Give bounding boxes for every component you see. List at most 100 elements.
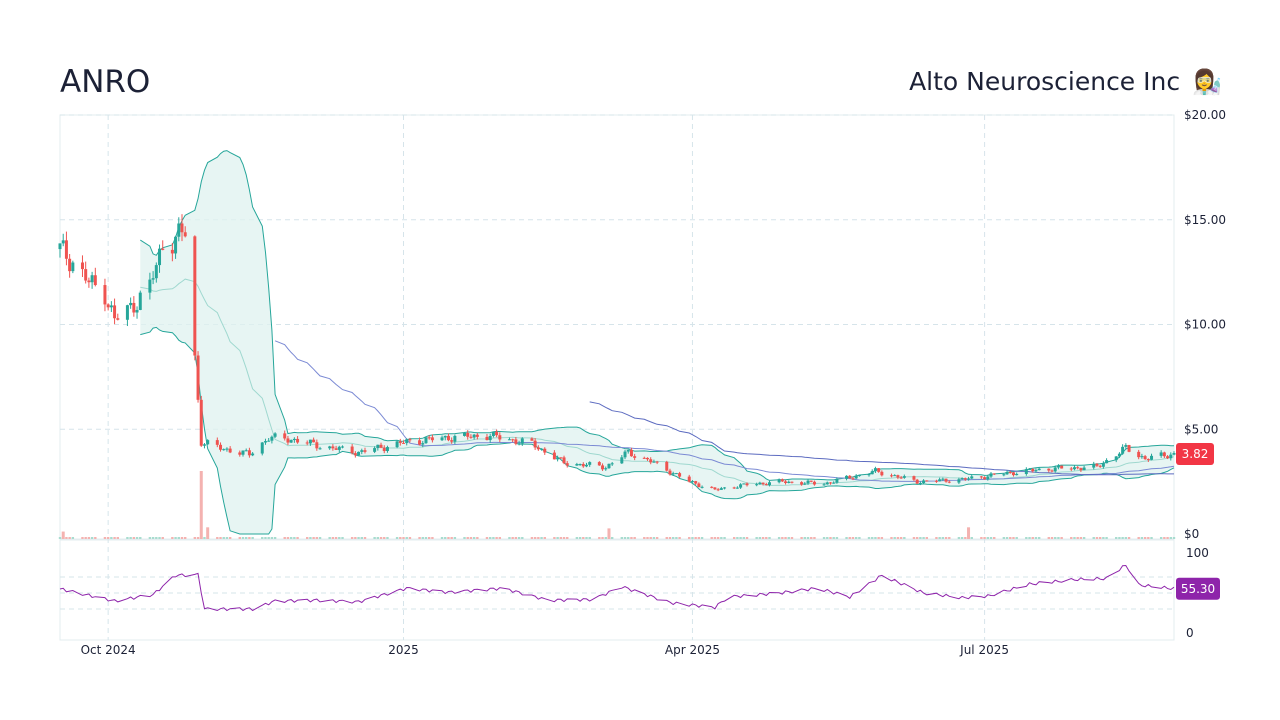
volume-bar <box>286 537 290 539</box>
volume-bar <box>790 537 794 539</box>
candle-body <box>244 450 248 452</box>
volume-bar <box>1137 537 1140 539</box>
volume-bar <box>652 537 656 539</box>
volume-bar <box>245 537 248 539</box>
volume-bar <box>376 537 380 539</box>
candle-body <box>228 448 232 453</box>
volume-bar <box>585 537 588 539</box>
volume-bar <box>328 537 331 539</box>
volume-bar <box>989 537 993 539</box>
volume-bar <box>1124 537 1128 539</box>
candle-body <box>700 486 704 488</box>
candle-body <box>1053 467 1057 472</box>
candle-body <box>812 481 816 485</box>
candle-body <box>543 448 547 453</box>
candle-body <box>620 457 624 464</box>
candle-body <box>1034 470 1038 472</box>
candle-body <box>800 482 804 485</box>
candle-body <box>941 478 945 480</box>
volume-bar <box>241 537 245 539</box>
volume-bar <box>806 537 810 539</box>
volume-bar <box>784 537 787 539</box>
candle-body <box>828 482 832 484</box>
candle-body <box>1015 473 1019 476</box>
candle-body <box>341 446 345 448</box>
candle-body <box>739 484 743 488</box>
volume-bar <box>1092 537 1095 539</box>
candle-body <box>488 436 492 441</box>
rsi-value-badge <box>1176 577 1220 600</box>
time-tick-label: 2025 <box>388 643 419 657</box>
candle-body <box>305 442 309 444</box>
candle-body <box>196 355 200 400</box>
candle-body <box>979 476 983 478</box>
candle-body <box>475 434 479 437</box>
candle-body <box>723 487 727 489</box>
candle-body <box>947 481 951 483</box>
candle-body <box>626 449 630 452</box>
rsi-line <box>59 564 1175 612</box>
volume-bar <box>1028 537 1031 539</box>
volume-bar <box>1166 537 1169 539</box>
candle-body <box>61 240 65 244</box>
candle-body <box>989 473 993 477</box>
candle-body <box>106 304 110 308</box>
candle-body <box>1024 469 1028 474</box>
volume-bar <box>151 537 155 539</box>
volume-bar <box>129 537 132 539</box>
volume-bar <box>1037 537 1041 539</box>
volume-bar <box>694 537 697 539</box>
candle-body <box>963 478 967 480</box>
candle-body <box>899 477 903 479</box>
volume-bar <box>373 537 376 539</box>
volume-bar <box>700 537 704 539</box>
volume-bar <box>915 537 919 539</box>
candle-body <box>1146 459 1150 461</box>
last-price-badge <box>1176 442 1214 465</box>
candle-body <box>540 448 544 450</box>
volume-bar <box>1034 537 1038 539</box>
candle-body <box>867 474 871 476</box>
candle-body <box>822 484 826 486</box>
volume-bar <box>488 537 492 539</box>
candle-body <box>103 285 107 305</box>
volume-bar <box>90 537 94 539</box>
rsi-tick-label: 100 <box>1186 546 1209 560</box>
candle-body <box>1172 453 1176 455</box>
volume-bar <box>293 537 296 539</box>
volume-spike-bar <box>206 527 210 539</box>
candle-body <box>511 439 515 441</box>
volume-bar <box>858 537 861 539</box>
candle-body <box>84 269 88 281</box>
volume-spike-bar <box>967 527 971 539</box>
candle-body <box>694 481 698 484</box>
candle-body <box>1031 468 1035 472</box>
rsi-tick-label: 0 <box>1186 626 1194 640</box>
candle-body <box>353 453 357 456</box>
candle-body <box>373 448 377 452</box>
volume-bar <box>466 537 469 539</box>
volume-bar <box>867 537 871 539</box>
candle-body <box>453 435 457 442</box>
candle-body <box>1101 463 1105 467</box>
candle-body <box>893 475 897 477</box>
volume-bar <box>315 537 319 539</box>
volume-bar <box>331 537 335 539</box>
volume-bar <box>495 537 498 539</box>
volume-bar <box>935 537 938 539</box>
candle-body <box>912 476 916 480</box>
volume-bar <box>402 537 405 539</box>
candle-body <box>780 479 784 482</box>
volume-bar <box>87 537 91 539</box>
volume-bar <box>787 537 790 539</box>
candle-body <box>398 441 402 443</box>
volume-bar <box>289 537 293 539</box>
volume-bar <box>219 537 222 539</box>
volume-bar <box>919 537 922 539</box>
volume-bar <box>723 537 726 539</box>
volume-bar <box>110 537 113 539</box>
candle-body <box>848 475 852 479</box>
candle-body <box>446 435 450 441</box>
candle-body <box>215 440 219 445</box>
